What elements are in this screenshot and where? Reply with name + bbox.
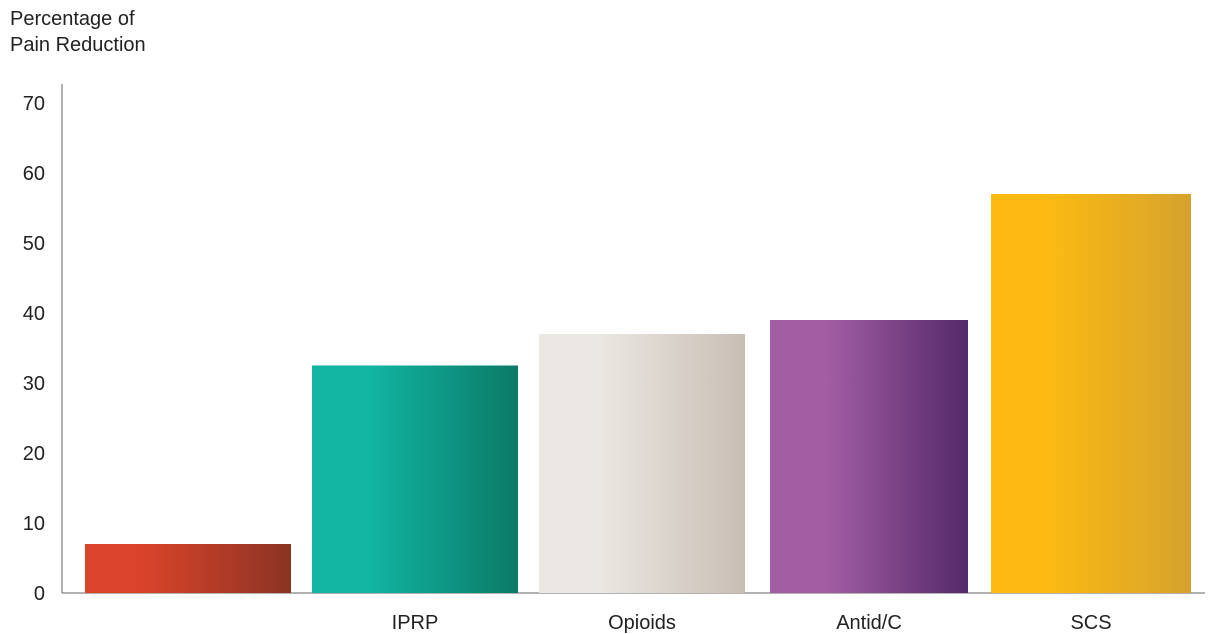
y-tick-label: 10: [23, 513, 45, 535]
x-tick-label: IPRP: [392, 612, 439, 634]
y-tick-label: 50: [23, 233, 45, 255]
x-tick-labels: IPRP Opioids Antid/C SCS: [392, 612, 1112, 634]
bar-antid-c: [770, 320, 968, 593]
y-tick-label: 20: [23, 443, 45, 465]
bars: [85, 194, 1191, 593]
x-tick-label: Opioids: [608, 612, 676, 634]
y-tick-label: 0: [34, 583, 45, 605]
bar-opioids: [539, 334, 745, 593]
y-tick-label: 30: [23, 373, 45, 395]
bar-first: [85, 544, 291, 593]
y-tick-label: 60: [23, 163, 45, 185]
y-tick-label: 40: [23, 303, 45, 325]
y-axis-label: Percentage of Pain Reduction: [10, 8, 146, 56]
y-tick-labels: 0 10 20 30 40 50 60 70: [23, 93, 45, 605]
y-tick-label: 70: [23, 93, 45, 115]
bar-iprp: [312, 365, 518, 593]
bar-scs: [991, 194, 1191, 593]
x-tick-label: SCS: [1070, 612, 1111, 634]
x-tick-label: Antid/C: [836, 612, 902, 634]
